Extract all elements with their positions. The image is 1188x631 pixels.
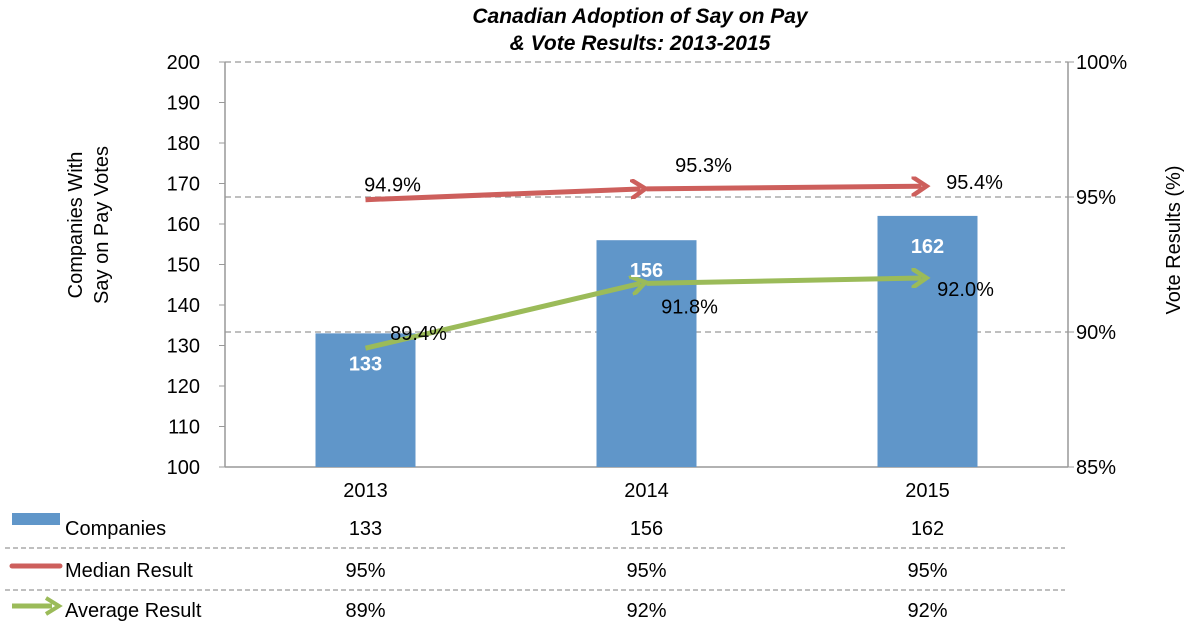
y-axis-label-line-1: Companies With [65,152,87,299]
y2-tick-label: 100% [1076,52,1127,74]
y-tick-label: 130 [167,336,200,358]
average-result-data-label: 89.4% [390,323,447,345]
legend-arrowhead-icon [44,596,63,616]
legend-label: Median Result [65,560,193,582]
y-tick-label: 160 [167,214,200,236]
median-result-data-label: 95.4% [946,172,1003,194]
y2-tick-label: 90% [1076,322,1116,344]
y-tick-label: 170 [167,174,200,196]
x-tick-label: 2014 [624,480,669,502]
average-result-data-label: 92.0% [937,279,994,301]
median-result-data-label: 94.9% [364,175,421,197]
table-cell: 133 [349,518,382,540]
bar-value-label: 156 [630,260,663,282]
median-result-line-segment [646,186,922,189]
table-cell: 95% [626,560,666,582]
y-tick-label: 140 [167,295,200,317]
average-result-data-label: 91.8% [661,296,718,318]
chart-title-line-1: Canadian Adoption of Say on Pay [472,5,809,28]
y-tick-label: 150 [167,255,200,277]
table-cell: 162 [911,518,944,540]
y-tick-label: 200 [167,52,200,74]
y-tick-label: 120 [167,376,200,398]
bar-companies [877,215,978,467]
legend-label: Companies [65,518,166,540]
y2-tick-label: 95% [1076,187,1116,209]
y2-axis-label: Vote Results (%) [1163,166,1185,315]
y-tick-label: 100 [167,457,200,479]
y2-tick-label: 85% [1076,457,1116,479]
bar-companies [315,333,416,467]
average-result-line-segment [646,278,922,283]
legend-bar-swatch [12,513,60,525]
bar-value-label: 133 [349,353,382,375]
table-cell: 92% [907,600,947,622]
x-tick-label: 2015 [905,480,950,502]
table-cell: 92% [626,600,666,622]
median-result-data-label: 95.3% [675,155,732,177]
legend-label: Average Result [65,600,202,622]
table-cell: 156 [630,518,663,540]
y-axis-label-line-2: Say on Pay Votes [91,146,113,304]
table-cell: 95% [345,560,385,582]
y-tick-label: 180 [167,133,200,155]
y-tick-label: 110 [168,417,200,439]
y-tick-label: 190 [167,93,200,115]
median-result-line-segment [365,189,641,203]
table-cell: 89% [345,600,385,622]
average-result-line-segment [364,283,641,351]
bar-value-label: 162 [911,236,944,258]
x-tick-label: 2013 [343,480,388,502]
chart-title-line-2: & Vote Results: 2013-2015 [510,32,771,55]
table-cell: 95% [907,560,947,582]
